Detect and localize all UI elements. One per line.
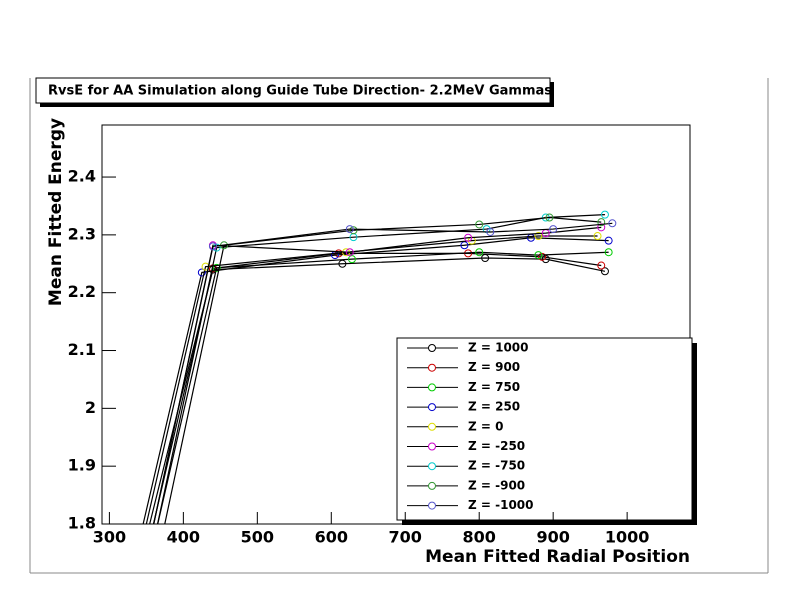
x-tick-label: 500	[241, 528, 274, 547]
data-point	[534, 232, 543, 241]
legend-label: Z = -900	[468, 478, 525, 492]
data-point	[600, 267, 609, 276]
data-point	[345, 225, 354, 234]
data-point	[597, 261, 606, 270]
legend	[396, 337, 693, 521]
legend-marker	[428, 344, 436, 352]
y-tick-label: 2.1	[68, 340, 96, 359]
y-tick-label: 2	[85, 398, 96, 417]
series-line	[149, 257, 606, 524]
data-point	[347, 255, 356, 264]
legend-marker	[428, 501, 436, 510]
data-point	[593, 232, 602, 241]
data-point	[600, 210, 609, 219]
y-tick-label: 1.8	[68, 514, 96, 533]
legend-marker	[428, 383, 436, 392]
legend-marker	[428, 403, 436, 412]
legend-label: Z = 900	[468, 360, 520, 374]
x-axis-label: Mean Fitted Radial Position	[425, 547, 690, 567]
data-point	[608, 219, 617, 228]
x-tick-label: 400	[167, 528, 200, 547]
legend-marker	[428, 363, 436, 372]
data-point	[545, 213, 554, 222]
data-point	[597, 218, 606, 227]
legend-marker	[428, 442, 436, 451]
data-point	[475, 248, 484, 257]
data-point	[604, 236, 613, 245]
series-line	[153, 222, 613, 524]
legend-label: Z = -750	[468, 459, 525, 473]
data-point	[604, 248, 613, 257]
series-line	[157, 251, 609, 524]
chart-title: RvsE for AA Simulation along Guide Tube …	[48, 84, 552, 99]
series-line	[156, 214, 605, 524]
legend-marker	[428, 422, 436, 431]
legend-label: Z = 750	[468, 380, 520, 394]
x-tick-label: 900	[536, 528, 569, 547]
series-line	[142, 237, 609, 524]
data-point	[212, 263, 221, 272]
x-tick-label: 800	[463, 528, 496, 547]
y-tick-label: 1.9	[68, 456, 96, 475]
data-point	[345, 248, 354, 257]
x-tick-label: 600	[315, 528, 348, 547]
series-line	[164, 216, 602, 524]
data-point	[534, 251, 543, 260]
legend-label: Z = -250	[468, 439, 525, 453]
data-point	[197, 268, 206, 277]
x-tick-label: 1000	[605, 528, 650, 547]
data-point	[549, 225, 558, 234]
legend-marker	[428, 481, 436, 490]
data-point	[538, 252, 547, 261]
legend-label: Z = 250	[468, 400, 520, 414]
y-tick-label: 2.4	[68, 167, 96, 186]
data-point	[464, 233, 473, 242]
y-axis-label: Mean Fitted Energy	[46, 118, 66, 306]
title-box	[35, 77, 551, 104]
data-point	[349, 226, 358, 235]
legend-label: Z = -1000	[468, 498, 534, 512]
data-point	[475, 220, 484, 229]
plot-area	[142, 210, 617, 524]
x-tick-label: 700	[389, 528, 422, 547]
legend-marker	[428, 462, 436, 471]
y-tick-label: 2.3	[68, 224, 96, 243]
data-point	[486, 227, 495, 236]
data-point	[208, 242, 217, 251]
y-tick-label: 2.2	[68, 282, 96, 301]
legend-label: Z = 1000	[468, 341, 529, 355]
x-tick-label: 300	[93, 528, 126, 547]
legend-label: Z = 0	[468, 419, 503, 433]
